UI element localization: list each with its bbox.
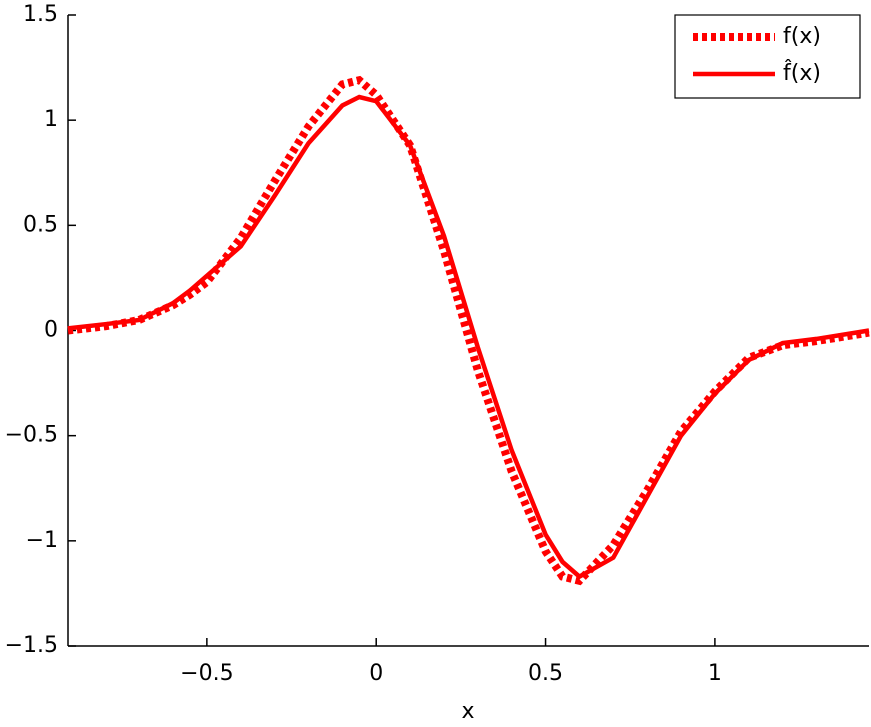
x-tick-label: 0.5	[528, 661, 563, 686]
legend-label: f̂(x)	[783, 60, 821, 86]
y-tick-label: −0.5	[5, 423, 58, 448]
series-line	[67, 75, 870, 586]
x-tick-label: 1	[708, 661, 722, 686]
y-tick-label: −1	[26, 528, 58, 553]
y-tick-label: 1	[44, 107, 58, 132]
y-tick-label: 0.5	[23, 212, 58, 237]
y-tick-label: 0	[44, 318, 58, 343]
x-axis-label: x	[461, 699, 474, 724]
series-line	[67, 94, 870, 580]
y-tick-label: 1.5	[23, 2, 58, 27]
x-tick-label: 0	[369, 661, 383, 686]
legend-label: f(x)	[783, 24, 821, 49]
y-tick-label: −1.5	[5, 633, 58, 658]
x-tick-label: −0.5	[180, 661, 233, 686]
legend-box	[674, 14, 861, 99]
